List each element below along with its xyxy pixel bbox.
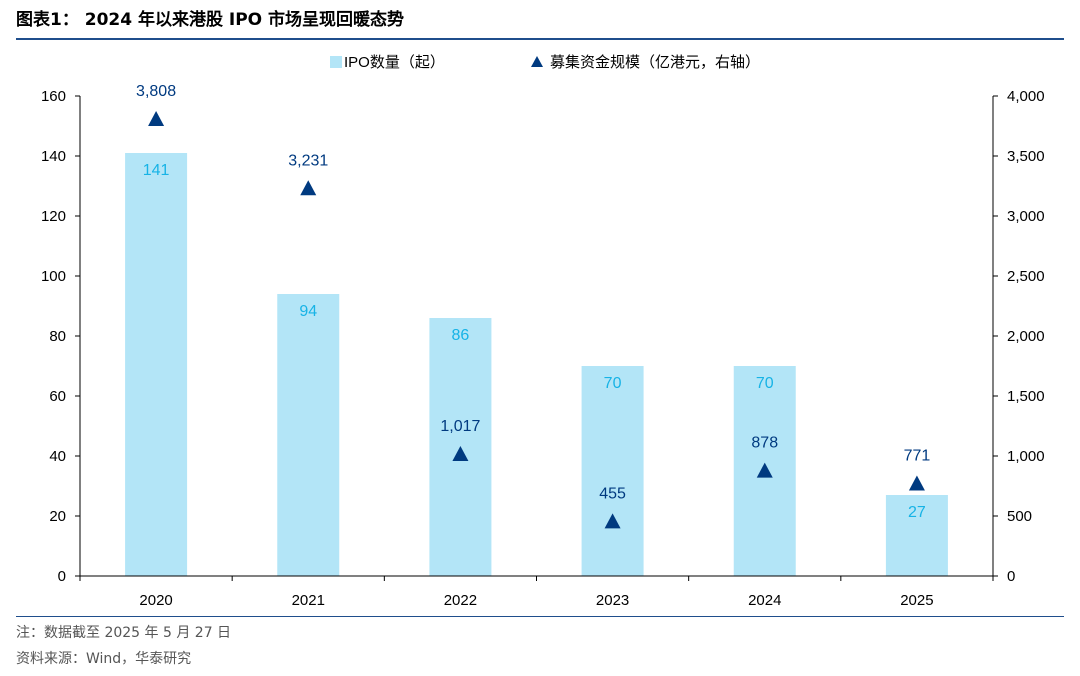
bar-2021: [277, 294, 340, 576]
legend-label-bars: IPO数量（起）: [344, 54, 445, 71]
y-tick-label-left: 0: [58, 568, 66, 585]
marker-label-2025: 771: [904, 447, 931, 464]
marker-label-2021: 3,231: [288, 152, 328, 169]
y-tick-label-left: 160: [41, 88, 66, 105]
marker-2024: [756, 462, 773, 478]
bar-label-2020: 141: [143, 162, 170, 179]
source-note: 资料来源：Wind，华泰研究: [16, 651, 192, 667]
y-tick-label-left: 40: [49, 448, 66, 465]
y-tick-label-right: 3,000: [1007, 208, 1045, 225]
y-tick-label-right: 2,000: [1007, 328, 1045, 345]
chart-canvas: IPO数量（起） 募集资金规模（亿港元，右轴） 141 94 86 70 70 27 0 20 40…: [41, 54, 1045, 609]
legend-swatch-bars: [330, 56, 342, 68]
y-tick-label-right: 1,500: [1007, 388, 1045, 405]
top-rule: [16, 38, 1064, 40]
bar-label-2022: 86: [452, 327, 470, 344]
footnote: 注：数据截至 2025 年 5 月 27 日: [16, 625, 232, 641]
bar-label-2025: 27: [908, 504, 926, 521]
bar-label-2023: 70: [604, 375, 622, 392]
y-tick-label-right: 4,000: [1007, 88, 1045, 105]
y-tick-label-left: 140: [41, 148, 66, 165]
title-row: 图表1： 2024 年以来港股 IPO 市场呈现回暖态势: [16, 6, 1064, 34]
bar-label-2021: 94: [299, 303, 317, 320]
y-tick-label-left: 100: [41, 268, 66, 285]
x-tick-label-2020: 2020: [139, 592, 172, 609]
marker-2021: [300, 180, 317, 196]
bar-label-2024: 70: [756, 375, 774, 392]
marker-2022: [452, 445, 469, 461]
y-tick-label-right: 2,500: [1007, 268, 1045, 285]
marker-2020: [148, 111, 165, 127]
marker-2025: [908, 475, 925, 491]
marker-label-2023: 455: [599, 485, 626, 502]
marker-label-2022: 1,017: [440, 418, 480, 435]
x-tick-label-2021: 2021: [292, 592, 325, 609]
y-tick-label-right: 1,000: [1007, 448, 1045, 465]
bar-2020: [125, 153, 188, 576]
x-tick-label-2024: 2024: [748, 592, 781, 609]
x-tick-label-2023: 2023: [596, 592, 629, 609]
bar-2025: [885, 495, 948, 576]
marker-2023: [604, 513, 621, 529]
legend-label-markers: 募集资金规模（亿港元，右轴）: [550, 54, 760, 71]
marker-label-2024: 878: [751, 435, 778, 452]
y-tick-label-right: 3,500: [1007, 148, 1045, 165]
x-tick-label-2022: 2022: [444, 592, 477, 609]
y-tick-label-left: 120: [41, 208, 66, 225]
legend-swatch-markers: [531, 56, 543, 67]
x-tick-label-2025: 2025: [900, 592, 933, 609]
y-tick-label-left: 80: [49, 328, 66, 345]
marker-label-2020: 3,808: [136, 83, 176, 100]
bar-2023: [581, 366, 644, 576]
y-tick-label-right: 0: [1007, 568, 1015, 585]
y-tick-label-left: 60: [49, 388, 66, 405]
chart-title: 图表1： 2024 年以来港股 IPO 市场呈现回暖态势: [16, 10, 405, 30]
bottom-rule: [16, 616, 1064, 617]
y-tick-label-right: 500: [1007, 508, 1032, 525]
y-tick-label-left: 20: [49, 508, 66, 525]
